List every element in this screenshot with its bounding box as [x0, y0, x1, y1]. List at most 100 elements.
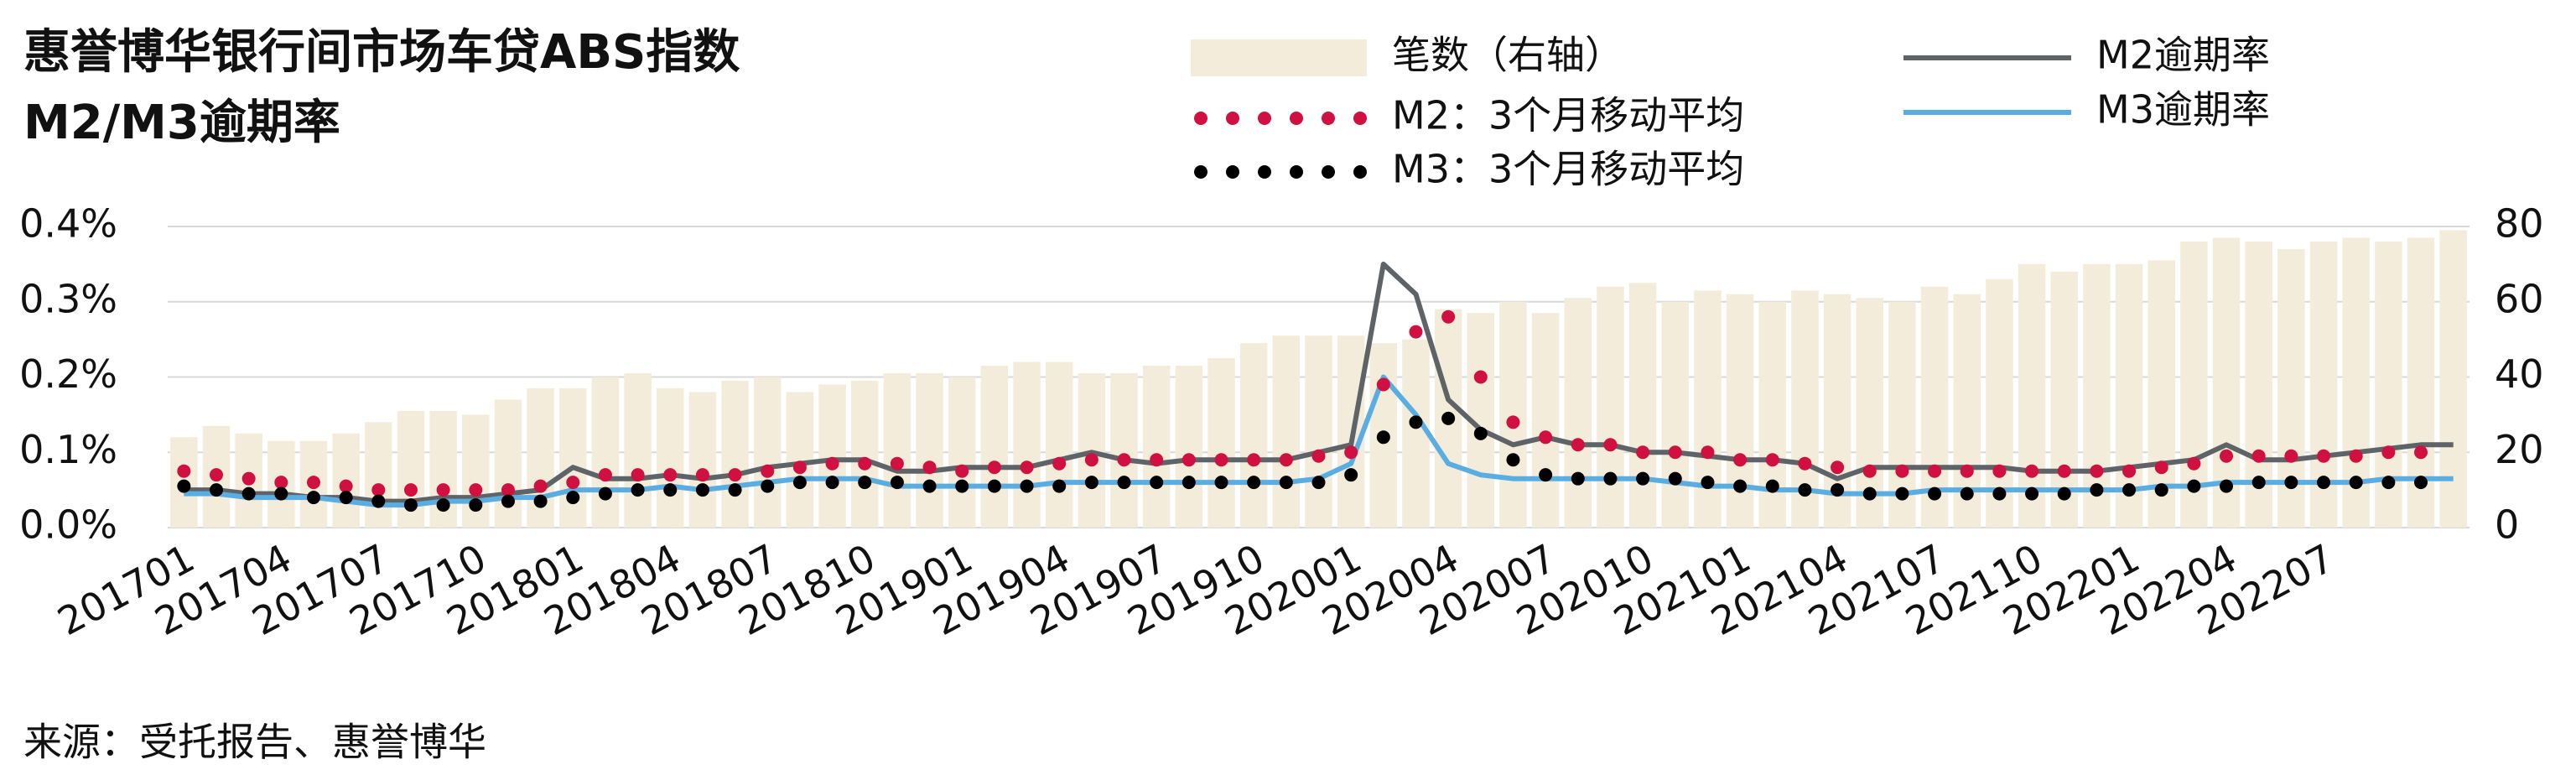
dot	[1052, 456, 1067, 471]
chart-subtitle: M2/M3逾期率	[23, 96, 340, 150]
bar	[1986, 278, 2013, 528]
dot	[1765, 453, 1779, 467]
dot	[1733, 479, 1748, 493]
bar	[1597, 286, 1624, 528]
dot	[1895, 486, 1909, 501]
dot	[1376, 430, 1390, 445]
bar	[2018, 263, 2046, 528]
bar	[1694, 290, 1722, 528]
bar	[1110, 373, 1138, 528]
dot	[177, 464, 191, 478]
dot	[890, 476, 904, 490]
bar	[365, 422, 392, 528]
dot	[1701, 445, 1715, 460]
dot	[371, 494, 386, 508]
dot	[371, 483, 386, 497]
legend-swatch	[1191, 39, 1367, 76]
dot	[1344, 445, 1358, 460]
dot	[209, 468, 223, 482]
dot	[2317, 449, 2331, 463]
y-tick-label: 0.2%	[19, 351, 117, 397]
bar	[1272, 335, 1301, 528]
dot	[2284, 476, 2298, 490]
dot	[728, 483, 742, 497]
dot	[1603, 438, 1618, 452]
dot	[403, 483, 418, 497]
bar	[1628, 283, 1657, 528]
bar	[1531, 313, 1560, 528]
dot	[1506, 453, 1520, 467]
dot	[242, 471, 256, 486]
bar	[1564, 298, 1592, 528]
dot	[2317, 476, 2331, 490]
dot	[2381, 476, 2396, 490]
dot	[1311, 476, 1326, 490]
legend-item: M3逾期率	[1903, 87, 2270, 133]
dot	[1636, 471, 1650, 486]
dot	[2251, 476, 2266, 490]
dot	[2381, 445, 2396, 460]
dot	[306, 476, 320, 490]
dot	[1960, 486, 1974, 501]
dot	[2414, 445, 2428, 460]
dot	[2090, 464, 2104, 478]
dot	[728, 468, 742, 482]
dot	[1279, 476, 1293, 490]
legend-swatch	[1353, 112, 1367, 125]
legend-swatch	[1258, 165, 1271, 179]
dot	[1928, 464, 1942, 478]
dot	[1539, 468, 1553, 482]
y2-tick-label: 60	[2495, 276, 2544, 321]
y2-tick-label: 0	[2495, 502, 2519, 548]
dot	[1473, 370, 1488, 384]
dot	[1992, 486, 2007, 501]
y-tick-label: 0.3%	[19, 276, 117, 321]
dot	[1247, 453, 1261, 467]
dot	[663, 483, 678, 497]
dot	[209, 483, 223, 497]
bar	[1305, 335, 1332, 528]
legend-swatch	[1290, 112, 1303, 125]
legend-label: M3：3个月移动平均	[1392, 147, 1744, 192]
dot	[1084, 453, 1098, 467]
bar	[591, 377, 620, 528]
bar	[1402, 339, 1430, 528]
dot	[469, 498, 483, 512]
dot	[1765, 479, 1779, 493]
dot	[631, 483, 645, 497]
legend-swatch	[1194, 165, 1208, 179]
bar	[721, 380, 749, 528]
dot	[1862, 486, 1877, 501]
bar	[948, 377, 976, 528]
dot	[1862, 464, 1877, 478]
dot	[177, 479, 191, 493]
legend-swatch	[1226, 112, 1239, 125]
dot	[792, 476, 807, 490]
legend-item: M2逾期率	[1903, 33, 2270, 78]
bar	[1239, 343, 1268, 528]
dot	[955, 479, 969, 493]
dot	[1571, 438, 1585, 452]
bar	[1208, 358, 1235, 528]
dot	[890, 456, 904, 471]
dot	[2122, 483, 2137, 497]
dot	[306, 491, 320, 505]
dot	[825, 476, 839, 490]
dot	[1473, 426, 1488, 440]
legend-swatch	[1353, 165, 1367, 179]
dot	[1117, 476, 1131, 490]
legend-swatch	[1322, 165, 1335, 179]
dot	[2057, 486, 2071, 501]
y-tick-label: 0.1%	[19, 427, 117, 472]
dot	[339, 479, 353, 493]
bar	[494, 399, 522, 528]
y2-tick-label: 80	[2495, 201, 2544, 247]
legend-label: M3逾期率	[2096, 87, 2270, 133]
dot	[987, 479, 1001, 493]
dot	[1798, 456, 1812, 471]
bar	[1661, 301, 1690, 528]
legend-swatch	[1226, 165, 1239, 179]
dot	[533, 479, 548, 493]
dot	[501, 494, 515, 508]
